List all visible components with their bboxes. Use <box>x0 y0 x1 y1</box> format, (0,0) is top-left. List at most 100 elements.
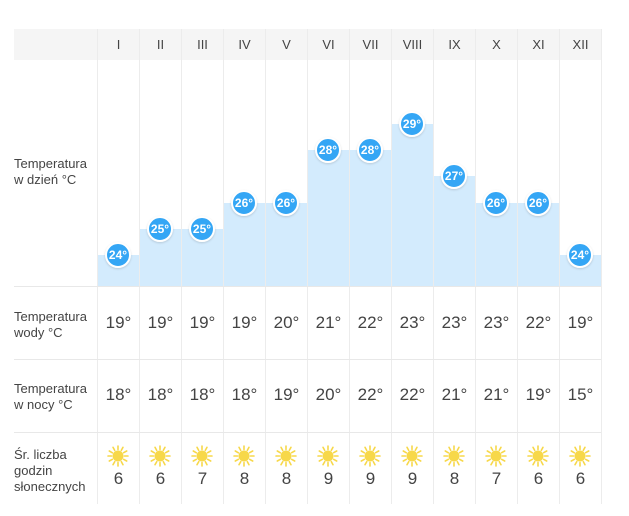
month-header-VII: VII <box>362 37 379 52</box>
day-temp-bar <box>224 202 265 286</box>
water-temp-value: 23° <box>483 313 510 332</box>
day-temp-bubble: 26° <box>231 189 257 216</box>
sun-icon <box>149 445 171 467</box>
day-temp-bubble: 26° <box>273 189 299 216</box>
row-divider <box>14 286 601 287</box>
water-temp-value: 21° <box>315 313 342 332</box>
night-temp-value: 18° <box>105 385 132 404</box>
sun-hours-value: 6 <box>575 469 586 488</box>
month-header-X: X <box>492 37 501 52</box>
water-temp-value: 23° <box>441 313 468 332</box>
sun-hours-value: 8 <box>239 469 250 488</box>
sun-icon <box>401 445 423 467</box>
sun-hours-value: 7 <box>197 469 208 488</box>
water-temp-value: 19° <box>189 313 216 332</box>
column-divider <box>349 29 350 504</box>
day-temp-bubble: 24° <box>105 242 131 268</box>
sun-icon <box>359 445 381 467</box>
day-temp-bubble: 28° <box>357 137 383 164</box>
day-temp-bar <box>392 124 433 286</box>
sun-hours-value: 6 <box>113 469 124 488</box>
month-header-II: II <box>156 37 165 52</box>
column-divider <box>181 29 182 504</box>
month-header-IX: IX <box>448 37 461 52</box>
row-divider <box>14 359 601 360</box>
column-divider <box>391 29 392 504</box>
water-temp-value: 22° <box>525 313 552 332</box>
day-temp-bar <box>308 150 349 286</box>
month-header-XI: XI <box>532 37 545 52</box>
sun-hours-value: 8 <box>449 469 460 488</box>
column-divider <box>265 29 266 504</box>
day-temp-bubble: 25° <box>189 215 215 242</box>
sun-icon <box>569 445 591 467</box>
sun-hours-value: 7 <box>491 469 502 488</box>
water-temp-value: 19° <box>147 313 174 332</box>
sun-hours-value: 9 <box>365 469 376 488</box>
row-divider <box>14 432 601 433</box>
day-temp-bar <box>266 202 307 286</box>
sun-hours-value: 6 <box>155 469 166 488</box>
climate-table: Temperatura w dzień °C Temperatura wody … <box>14 29 602 504</box>
day-temp-bubble: 28° <box>315 137 341 164</box>
sun-icon <box>275 445 297 467</box>
column-divider <box>97 29 98 504</box>
day-temp-bubble: 26° <box>525 189 551 216</box>
night-temp-value: 22° <box>399 385 426 404</box>
day-temp-bar <box>476 202 517 286</box>
day-temp-bar <box>518 202 559 286</box>
water-temp-value: 19° <box>105 313 132 332</box>
water-temp-value: 19° <box>567 313 594 332</box>
row-label-water-temp: Temperatura wody °C <box>14 309 87 340</box>
night-temp-value: 15° <box>567 385 594 404</box>
sun-icon <box>485 445 507 467</box>
sun-icon <box>317 445 339 467</box>
sun-hours-value: 6 <box>533 469 544 488</box>
column-divider <box>223 29 224 504</box>
column-divider <box>559 29 560 504</box>
night-temp-value: 18° <box>189 385 216 404</box>
day-temp-bar <box>434 176 475 286</box>
day-temp-bubble: 27° <box>441 163 467 190</box>
month-header-XII: XII <box>572 37 589 52</box>
night-temp-value: 21° <box>483 385 510 404</box>
column-divider <box>139 29 140 504</box>
night-temp-value: 19° <box>525 385 552 404</box>
month-header-V: V <box>282 37 291 52</box>
month-header-VI: VI <box>322 37 335 52</box>
night-temp-value: 19° <box>273 385 300 404</box>
night-temp-value: 22° <box>357 385 384 404</box>
month-header-III: III <box>197 37 208 52</box>
water-temp-value: 19° <box>231 313 258 332</box>
sun-icon <box>107 445 129 467</box>
row-label-night-temp: Temperatura w nocy °C <box>14 381 87 412</box>
sun-icon <box>191 445 213 467</box>
water-temp-value: 22° <box>357 313 384 332</box>
day-temp-bubble: 26° <box>483 189 509 216</box>
day-temp-bar <box>350 150 391 286</box>
column-divider <box>433 29 434 504</box>
day-temp-bubble: 25° <box>147 215 173 242</box>
night-temp-value: 20° <box>315 385 342 404</box>
month-header-VIII: VIII <box>402 37 423 52</box>
sun-hours-value: 8 <box>281 469 292 488</box>
sun-hours-value: 9 <box>407 469 418 488</box>
water-temp-value: 23° <box>399 313 426 332</box>
sun-hours-value: 9 <box>323 469 334 488</box>
row-label-sun-hours: Śr. liczba godzin słonecznych <box>14 447 86 494</box>
day-temp-bubble: 29° <box>399 111 425 137</box>
sun-icon <box>527 445 549 467</box>
column-divider <box>601 29 602 504</box>
month-header-IV: IV <box>238 37 251 52</box>
night-temp-value: 18° <box>231 385 258 404</box>
water-temp-value: 20° <box>273 313 300 332</box>
sun-icon <box>443 445 465 467</box>
row-label-day-temp: Temperatura w dzień °C <box>14 156 87 187</box>
sun-icon <box>233 445 255 467</box>
column-divider <box>475 29 476 504</box>
night-temp-value: 21° <box>441 385 468 404</box>
column-divider <box>517 29 518 504</box>
day-temp-bubble: 24° <box>567 242 593 268</box>
night-temp-value: 18° <box>147 385 174 404</box>
column-divider <box>307 29 308 504</box>
